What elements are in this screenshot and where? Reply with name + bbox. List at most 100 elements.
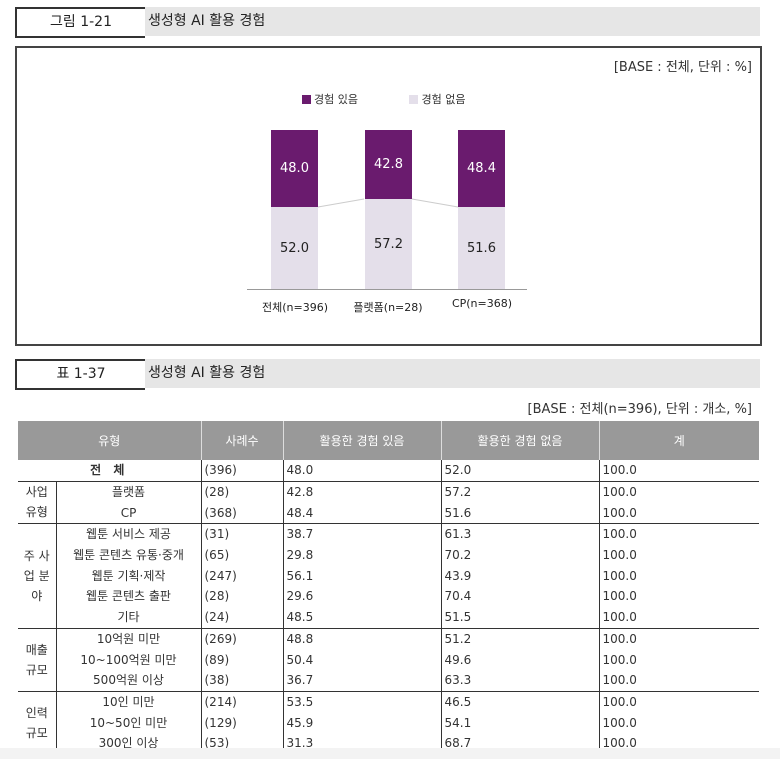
group-label: 인력 규모 (18, 691, 57, 756)
cell-n: (65) (200, 544, 283, 566)
table-row: 웹툰 기획·제작 (247) 56.1 43.9 100.0 (18, 565, 759, 587)
cell-sum: 100.0 (598, 712, 759, 733)
cell-n: (269) (200, 628, 283, 650)
cell-no: 63.3 (440, 669, 599, 692)
cell-n: (129) (200, 712, 283, 733)
cell-no: 57.2 (440, 481, 599, 503)
cell-n: (38) (200, 669, 283, 692)
table-header-row: 유형 사례수 활용한 경험 있음 활용한 경험 없음 계 (18, 421, 759, 460)
table-row: 웹툰 콘텐츠 유통·중개 (65) 29.8 70.2 100.0 (18, 544, 759, 566)
table-row: 매출 규모 10억원 미만 (269) 48.8 51.2 100.0 (18, 628, 759, 692)
data-table: 유형 사례수 활용한 경험 있음 활용한 경험 없음 계 전 체 (396) 4… (18, 421, 759, 756)
bar-connector-lines (317, 198, 459, 208)
cell-no: 61.3 (440, 523, 599, 545)
cell-n: (247) (200, 565, 283, 587)
legend-swatch-yes-icon (302, 94, 311, 104)
table-caption-bar: 표 1-37 생성형 AI 활용 경험 (15, 359, 760, 390)
header-yes: 활용한 경험 있음 (282, 421, 441, 460)
header-no: 활용한 경험 없음 (440, 421, 599, 460)
table-row: CP (368) 48.4 51.6 100.0 (18, 502, 759, 525)
cell-n: (31) (200, 523, 283, 545)
legend-item-no: 경험 없음 (409, 91, 465, 107)
row-label: 웹툰 기획·제작 (91, 568, 166, 583)
cell-n: (89) (200, 649, 283, 670)
bar-value-yes: 48.4 (467, 161, 496, 176)
cell-sum: 100.0 (598, 460, 759, 482)
cell-yes: 45.9 (282, 712, 441, 733)
row-label: 10~50인 미만 (89, 715, 168, 730)
stacked-bar-chart: 48.0 52.0 42.8 57.2 48.4 51.6 전체(n=396) (247, 130, 527, 320)
cell-n: (214) (200, 691, 283, 713)
cell-n: (28) (200, 481, 283, 503)
legend-item-yes: 경험 있음 (302, 91, 358, 107)
group-label: 사업 유형 (18, 481, 57, 525)
bar-segment-yes: 48.4 (458, 130, 505, 207)
table-row: 주 사업 분야 웹툰 서비스 제공 (31) 38.7 61.3 100.0 (18, 523, 759, 629)
cell-sum: 100.0 (598, 649, 759, 670)
bar-value-no: 51.6 (467, 240, 496, 256)
legend-swatch-no-icon (409, 94, 419, 104)
cell-yes: 29.6 (282, 586, 441, 607)
bar-segment-no: 57.2 (365, 199, 412, 289)
chart-legend: 경험 있음 경험 없음 (302, 91, 513, 107)
legend-label-yes: 경험 있음 (314, 93, 358, 106)
cell-yes: 50.4 (282, 649, 441, 670)
cell-sum: 100.0 (598, 481, 759, 503)
header-type: 유형 (18, 421, 201, 460)
bar-segment-no: 51.6 (458, 207, 505, 289)
header-n: 사례수 (200, 421, 283, 460)
cell-yes: 48.4 (282, 502, 441, 525)
x-tick-label: 전체(n=396) (261, 301, 328, 314)
cell-no: 54.1 (440, 712, 599, 733)
x-tick-label: 플랫폼(n=28) (353, 301, 423, 314)
cell-yes: 48.5 (282, 606, 441, 629)
cell-yes: 29.8 (282, 544, 441, 566)
table-base-note: [BASE : 전체(n=396), 단위 : 개소, %] (527, 402, 752, 417)
table-row: 10~50인 미만 (129) 45.9 54.1 100.0 (18, 712, 759, 733)
figure-number: 그림 1-21 (15, 7, 145, 38)
cell-yes: 36.7 (282, 669, 441, 692)
row-label: 10인 미만 (102, 694, 155, 709)
figure-caption-bar: 그림 1-21 생성형 AI 활용 경험 (15, 7, 760, 38)
cell-n: (28) (200, 586, 283, 607)
cell-yes: 48.0 (282, 460, 441, 482)
row-label: 기타 (56, 606, 201, 629)
figure-title: 생성형 AI 활용 경험 (148, 13, 266, 29)
cell-yes: 38.7 (282, 523, 441, 545)
x-tick-label: CP(n=368) (451, 297, 513, 310)
cell-no: 49.6 (440, 649, 599, 670)
cell-n: (368) (200, 502, 283, 525)
row-label: 10억원 미만 (96, 631, 161, 646)
row-label: 웹툰 서비스 제공 (86, 527, 171, 542)
cell-no: 51.2 (440, 628, 599, 650)
table-row: 사업 유형 플랫폼 (28) 42.8 57.2 100.0 (18, 481, 759, 525)
cell-no: 46.5 (440, 691, 599, 713)
cell-no: 70.2 (440, 544, 599, 566)
row-label: 웹툰 콘텐츠 유통·중개 (73, 548, 184, 563)
table-row-total: 전 체 (396) 48.0 52.0 100.0 (18, 460, 759, 482)
table-row: 10~100억원 미만 (89) 50.4 49.6 100.0 (18, 649, 759, 670)
group-label: 매출 규모 (18, 628, 57, 692)
cell-sum: 100.0 (598, 586, 759, 607)
cell-sum: 100.0 (598, 565, 759, 587)
cell-n: (24) (200, 606, 283, 629)
row-label: 10~100억원 미만 (80, 652, 177, 667)
bar-value-no: 57.2 (374, 236, 403, 252)
cell-yes: 53.5 (282, 691, 441, 713)
cell-yes: 56.1 (282, 565, 441, 587)
table-title: 생성형 AI 활용 경험 (148, 365, 266, 381)
cell-sum: 100.0 (598, 544, 759, 566)
table-number: 표 1-37 (15, 359, 145, 390)
cell-sum: 100.0 (598, 691, 759, 713)
cell-sum: 100.0 (598, 523, 759, 545)
cell-no: 70.4 (440, 586, 599, 607)
bar-segment-yes: 48.0 (271, 130, 318, 207)
row-label: 웹툰 콘텐츠 출판 (86, 589, 171, 604)
cell-sum: 100.0 (598, 628, 759, 650)
table-row: 500억원 이상 (38) 36.7 63.3 100.0 (18, 669, 759, 692)
bar-value-yes: 48.0 (280, 161, 309, 176)
bar-segment-no: 52.0 (271, 207, 318, 289)
row-label: CP (56, 502, 201, 525)
table-row: 인력 규모 10인 미만 (214) 53.5 46.5 100.0 (18, 691, 759, 756)
cell-no: 43.9 (440, 565, 599, 587)
